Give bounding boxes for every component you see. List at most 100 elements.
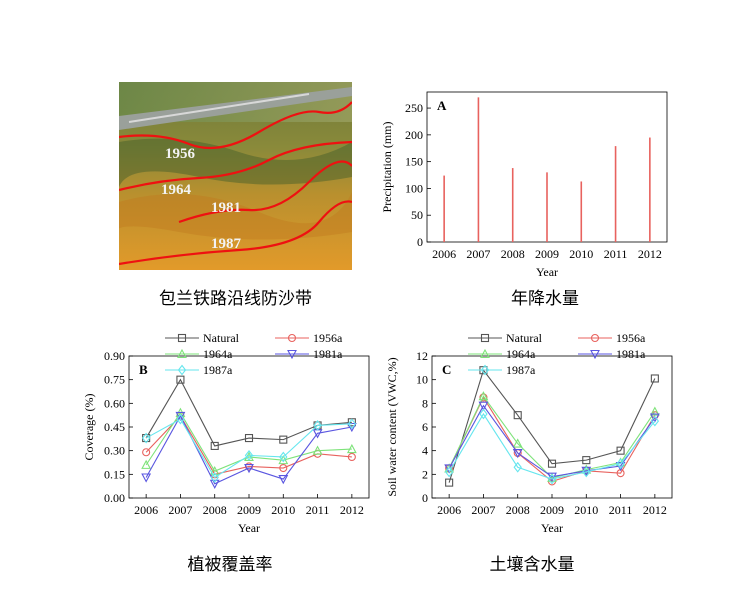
legend-item-1956a: 1956a — [578, 331, 646, 345]
point-natural-2010 — [279, 435, 288, 444]
x-tick-label-2011: 2011 — [609, 503, 633, 517]
point-1987a-2007 — [176, 413, 185, 425]
point-1987a-2008 — [210, 472, 219, 483]
y-tick-label-0: 0.00 — [104, 491, 125, 505]
x-tick-label-2011: 2011 — [604, 247, 628, 261]
legend-label-1987a: 1987a — [203, 363, 233, 377]
coverage-caption: 植被覆盖率 — [187, 555, 273, 575]
y-tick-label-4: 0.60 — [104, 396, 125, 410]
y-tick-label-5: 10 — [416, 373, 428, 387]
legend-marker-1981a — [287, 349, 297, 360]
x-tick-label-2007: 2007 — [168, 503, 192, 517]
legend-marker-natural — [177, 333, 187, 343]
coverage-chart-svg: 0.00 0.15 0.30 0.45 0.60 0.75 0.90 B Coverage (%… — [82, 331, 370, 535]
x-tick-label-2010: 2010 — [574, 503, 598, 517]
x-tick-label-2009: 2009 — [535, 247, 559, 261]
y-tick-label-0: 0 — [417, 235, 423, 249]
panel-letter-B: B — [139, 362, 148, 377]
bar-2007 — [477, 97, 480, 242]
x-tick-label-2010: 2010 — [271, 503, 295, 517]
point-1956a-2010 — [279, 463, 288, 473]
x-tick-label-2008: 2008 — [501, 247, 525, 261]
legend-item-natural: Natural — [165, 331, 240, 345]
point-1987a-2006 — [141, 432, 151, 444]
x-tick-label-2010: 2010 — [569, 247, 593, 261]
legend-marker-natural — [480, 333, 490, 343]
x-tick-label-2006: 2006 — [437, 503, 461, 517]
legend-marker-1956a — [590, 333, 600, 343]
legend-label-natural: Natural — [203, 331, 240, 345]
legend-label-1981a: 1981a — [616, 347, 646, 361]
legend-marker-1964a — [177, 348, 187, 359]
point-1987a-2010 — [279, 451, 288, 463]
y-tick-label-1: 2 — [422, 467, 428, 481]
line-1987a — [145, 418, 352, 479]
plot-frame — [128, 355, 370, 499]
point-natural-2008 — [513, 411, 522, 420]
point-1964a-2012 — [649, 406, 660, 416]
legend-item-1987a: 1987a — [165, 363, 233, 377]
legend-label-1964a: 1964a — [203, 347, 233, 361]
legend-item-natural: Natural — [468, 331, 543, 345]
y-tick-label-2: 4 — [422, 444, 428, 458]
legend-label-1956a: 1956a — [313, 331, 343, 345]
legend-marker-1956a — [287, 333, 297, 343]
series-1981a — [141, 411, 357, 489]
point-1987a-2011 — [313, 420, 322, 431]
legend-label-1964a: 1964a — [506, 347, 536, 361]
photo-illustration: 1956 1964 1981 1987 — [119, 82, 352, 270]
legend-label-1987a: 1987a — [506, 363, 536, 377]
point-1964a-2007 — [478, 391, 489, 401]
point-1981a-2010 — [278, 475, 289, 485]
bar-2006 — [443, 175, 445, 242]
point-1981a-2007 — [175, 411, 186, 422]
point-natural-2009 — [244, 433, 254, 443]
bar-2008 — [511, 168, 514, 242]
legend-marker-1987a — [480, 364, 490, 376]
legend-marker-1964a — [480, 348, 490, 359]
point-1964a-2008 — [209, 466, 220, 476]
point-1964a-2012 — [346, 443, 357, 454]
series-natural — [445, 366, 659, 487]
point-natural-2010 — [582, 456, 591, 465]
bar-2011 — [614, 146, 617, 242]
legend-label-natural: Natural — [506, 331, 543, 345]
point-1987a-2008 — [513, 461, 522, 473]
photo-label-1987: 1987 — [211, 236, 242, 252]
y-tick-label-2: 100 — [405, 181, 423, 195]
point-natural-2012 — [650, 374, 659, 383]
coverage-chart: 0.00 0.15 0.30 0.45 0.60 0.75 0.90 B Coverage (%… — [77, 330, 377, 549]
legend-item-1964a: 1964a — [165, 347, 233, 361]
x-tick-label-2012: 2012 — [638, 247, 662, 261]
y-tick-label-3: 6 — [422, 420, 428, 434]
point-1981a-2008 — [209, 479, 220, 489]
x-axis-label: Year — [541, 521, 563, 535]
legend-item-1956a: 1956a — [275, 331, 343, 345]
x-tick-label-2009: 2009 — [540, 503, 564, 517]
point-1981a-2008 — [512, 448, 523, 459]
point-1987a-2010 — [582, 466, 591, 478]
line-1981a — [145, 414, 352, 485]
y-tick-label-4: 8 — [422, 396, 428, 410]
bar-2009 — [546, 172, 548, 242]
point-1981a-2007 — [478, 401, 489, 411]
photo-label-1956: 1956 — [165, 146, 196, 162]
y-axis-label: Precipitation (mm) — [380, 122, 394, 213]
point-1981a-2006 — [141, 473, 152, 483]
y-tick-label-6: 12 — [416, 349, 428, 363]
series-1987a — [444, 408, 660, 485]
soil-water-chart: 0 2 4 6 8 10 12 C Soil water content (VWC,%) Year… — [380, 330, 680, 549]
x-axis-label: Year — [536, 265, 558, 279]
series-1981a — [444, 401, 660, 482]
y-tick-label-3: 150 — [405, 155, 423, 169]
point-1987a-2011 — [616, 458, 625, 470]
x-axis-label: Year — [238, 521, 260, 535]
photo-label-1964: 1964 — [161, 182, 192, 198]
point-natural-2009 — [547, 459, 557, 468]
panel-letter-A: A — [437, 98, 447, 113]
point-1987a-2009 — [547, 473, 557, 485]
x-tick-label-2009: 2009 — [237, 503, 261, 517]
photo-label-1981: 1981 — [211, 200, 241, 216]
line-1981a — [448, 404, 656, 478]
point-natural-2008 — [210, 441, 219, 450]
